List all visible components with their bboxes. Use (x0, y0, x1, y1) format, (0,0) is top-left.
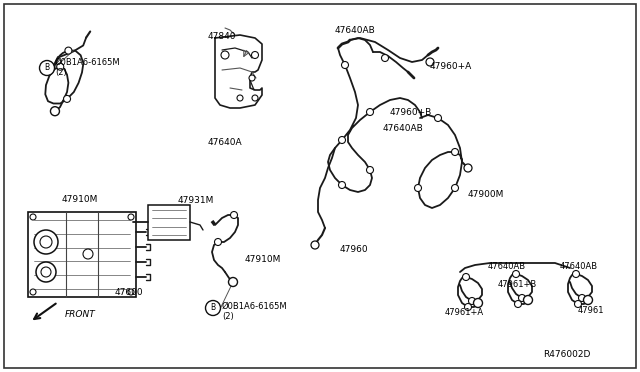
Circle shape (57, 63, 64, 70)
Bar (28, 212, 136, 297)
Circle shape (468, 298, 476, 305)
Circle shape (83, 249, 93, 259)
Circle shape (451, 148, 458, 155)
Circle shape (30, 214, 36, 220)
Circle shape (575, 301, 582, 308)
Circle shape (463, 273, 470, 280)
Circle shape (339, 182, 346, 189)
Circle shape (230, 212, 237, 218)
Circle shape (30, 289, 36, 295)
Circle shape (214, 238, 221, 246)
Text: 47931M: 47931M (178, 196, 214, 205)
Circle shape (128, 289, 134, 295)
Text: 47900M: 47900M (468, 190, 504, 199)
Circle shape (367, 109, 374, 115)
Text: 47640AB: 47640AB (560, 262, 598, 271)
Circle shape (34, 230, 58, 254)
Text: 47960+A: 47960+A (430, 62, 472, 71)
Circle shape (579, 295, 586, 301)
Circle shape (451, 185, 458, 192)
Circle shape (415, 185, 422, 192)
Circle shape (311, 241, 319, 249)
Circle shape (381, 55, 388, 61)
Circle shape (40, 61, 54, 76)
Bar (148, 205, 190, 240)
Circle shape (252, 95, 258, 101)
Text: Ø0B1A6-6165M
(2): Ø0B1A6-6165M (2) (222, 302, 287, 321)
Text: 47640AB: 47640AB (488, 262, 526, 271)
Circle shape (426, 58, 434, 66)
Circle shape (228, 278, 237, 286)
Circle shape (40, 236, 52, 248)
Circle shape (36, 262, 56, 282)
Circle shape (464, 164, 472, 172)
Text: FRONT: FRONT (65, 310, 96, 319)
Text: B: B (211, 304, 216, 312)
Text: Ø0B1A6-6165M
(2): Ø0B1A6-6165M (2) (55, 58, 120, 77)
Circle shape (573, 270, 579, 278)
Text: R476002D: R476002D (543, 350, 590, 359)
Text: 47640AB: 47640AB (335, 26, 376, 35)
Circle shape (367, 167, 374, 173)
Circle shape (435, 115, 442, 122)
Text: 47840: 47840 (208, 32, 237, 41)
Circle shape (41, 267, 51, 277)
Text: 47910M: 47910M (62, 195, 99, 204)
Circle shape (237, 95, 243, 101)
Text: 47640A: 47640A (208, 138, 243, 147)
Circle shape (474, 298, 483, 308)
Text: 47960: 47960 (340, 245, 369, 254)
Circle shape (342, 61, 349, 68)
Circle shape (249, 75, 255, 81)
Circle shape (465, 304, 472, 311)
Circle shape (205, 301, 221, 315)
Text: 47960+B: 47960+B (390, 108, 432, 117)
Circle shape (584, 295, 593, 305)
Text: 47961+B: 47961+B (498, 280, 537, 289)
Circle shape (128, 214, 134, 220)
Circle shape (339, 137, 346, 144)
Text: 47961: 47961 (578, 306, 605, 315)
Text: 47600: 47600 (115, 288, 143, 297)
Circle shape (513, 270, 520, 278)
Text: B: B (44, 64, 49, 73)
Text: 47910M: 47910M (245, 255, 282, 264)
Text: 47640AB: 47640AB (383, 124, 424, 133)
Circle shape (518, 295, 525, 301)
Circle shape (252, 51, 259, 58)
Circle shape (65, 47, 72, 54)
Circle shape (221, 51, 229, 59)
Circle shape (63, 95, 70, 102)
Circle shape (51, 107, 60, 116)
Circle shape (515, 301, 522, 308)
Text: 47961+A: 47961+A (445, 308, 484, 317)
Circle shape (524, 295, 532, 305)
